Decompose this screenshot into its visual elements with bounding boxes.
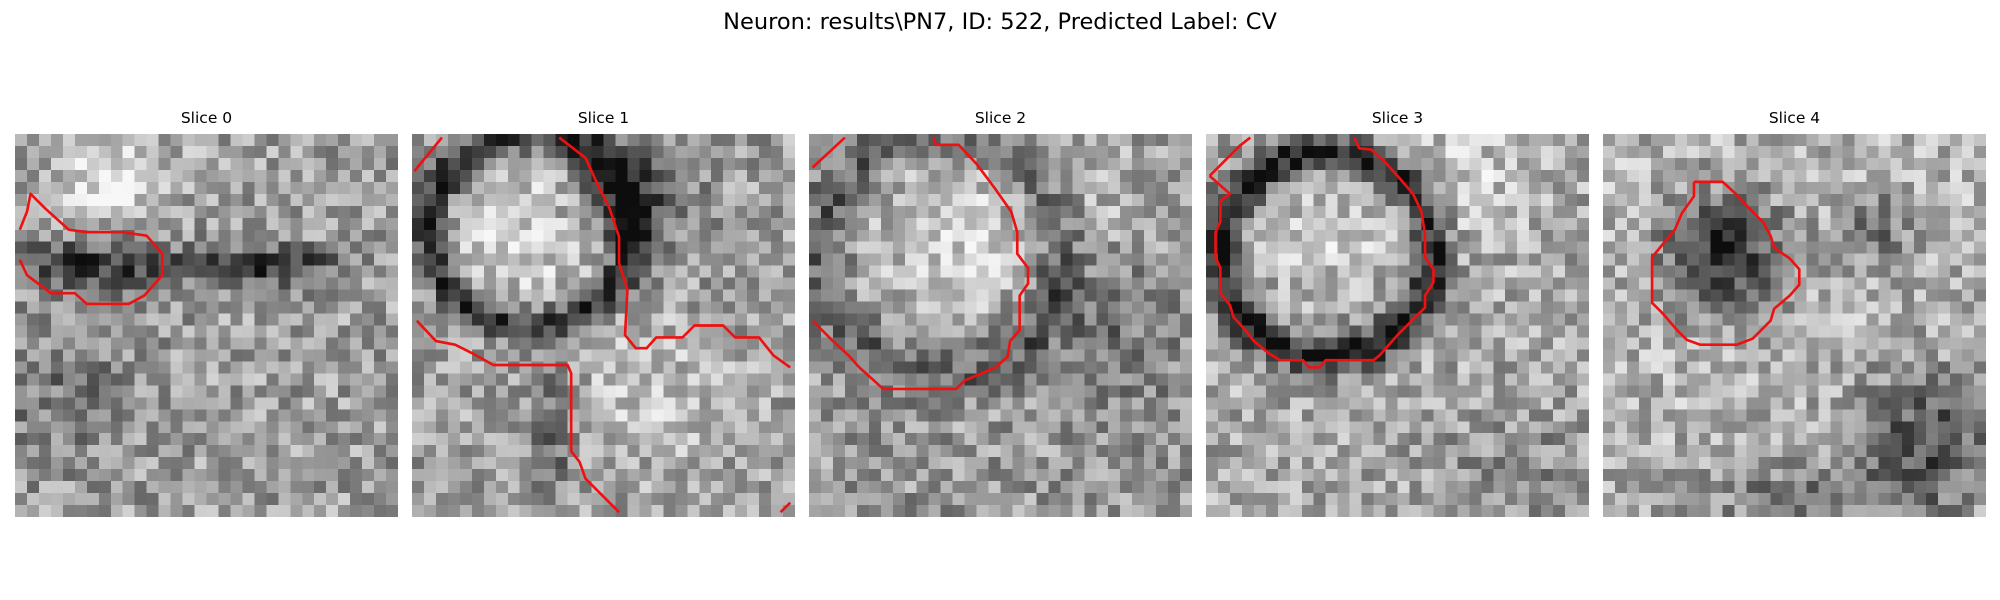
- slice-panel-2: Slice 2: [809, 108, 1192, 517]
- slice-0-title: Slice 0: [15, 108, 398, 128]
- slice-4-image: [1603, 134, 1986, 517]
- slice-2-image: [809, 134, 1192, 517]
- figure-title: Neuron: results\PN7, ID: 522, Predicted …: [0, 6, 2000, 38]
- slice-4-title: Slice 4: [1603, 108, 1986, 128]
- slice-3-image: [1206, 134, 1589, 517]
- slice-2-title: Slice 2: [809, 108, 1192, 128]
- slice-panel-3: Slice 3: [1206, 108, 1589, 517]
- slice-1-image: [412, 134, 795, 517]
- slice-1-title: Slice 1: [412, 108, 795, 128]
- slice-panel-0: Slice 0: [15, 108, 398, 517]
- slice-0-image: [15, 134, 398, 517]
- slice-panel-4: Slice 4: [1603, 108, 1986, 517]
- slice-3-title: Slice 3: [1206, 108, 1589, 128]
- slice-panel-1: Slice 1: [412, 108, 795, 517]
